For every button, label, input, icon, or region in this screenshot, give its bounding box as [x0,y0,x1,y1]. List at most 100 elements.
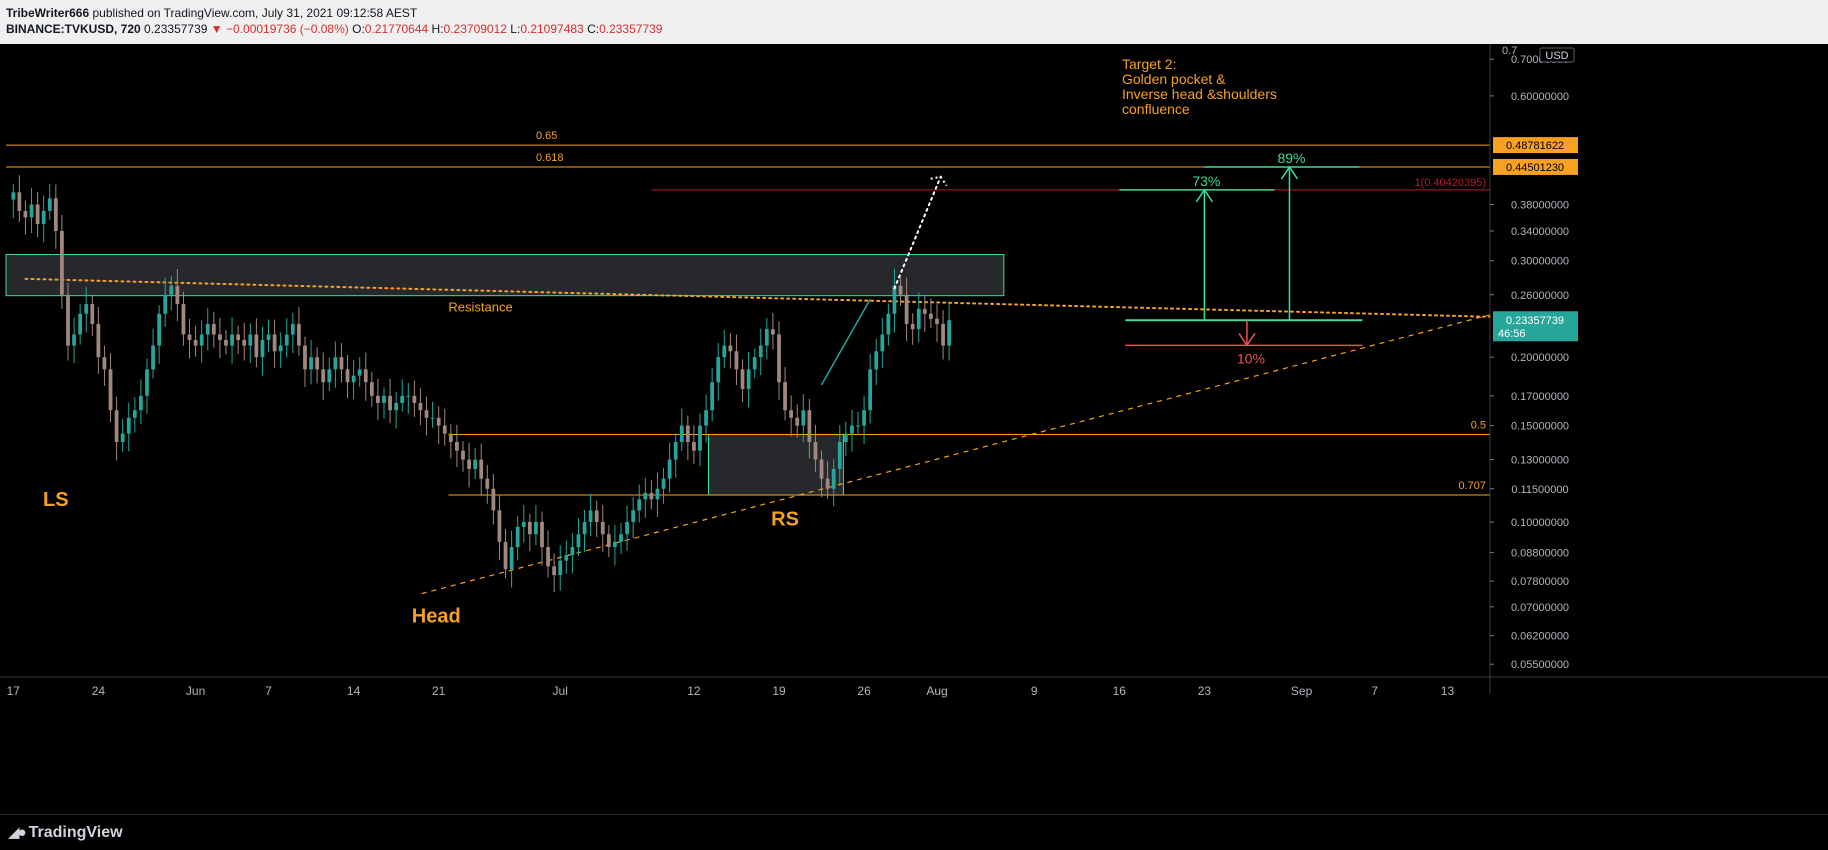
candle-body[interactable] [606,534,611,548]
downtrend-line[interactable] [24,277,1491,318]
candle-body[interactable] [637,499,642,511]
candle-body[interactable] [521,522,526,527]
candle-body[interactable] [315,357,320,370]
candle-body[interactable] [224,339,228,346]
candle-body[interactable] [783,382,787,411]
breakout-line[interactable] [820,299,871,386]
candle-body[interactable] [163,294,168,314]
candle-body[interactable] [60,230,64,295]
projection-arrow[interactable] [893,175,942,290]
candle-body[interactable] [527,522,532,535]
candle-body[interactable] [546,547,550,567]
candle-body[interactable] [442,425,447,434]
candle-body[interactable] [284,334,289,346]
candle-body[interactable] [120,433,125,442]
candle-body[interactable] [509,547,514,570]
candle-body[interactable] [576,534,581,548]
candle-body[interactable] [90,304,95,324]
candle-body[interactable] [406,395,411,397]
candle-body[interactable] [679,425,684,442]
candle-body[interactable] [734,351,739,370]
candle-body[interactable] [710,382,715,411]
candle-body[interactable] [740,369,745,389]
candle-body[interactable] [692,441,696,451]
candle-body[interactable] [345,369,350,383]
candle-body[interactable] [327,369,332,383]
candle-body[interactable] [430,417,435,419]
uptrend-line[interactable] [421,314,1491,595]
candle-body[interactable] [831,468,836,489]
candle-body[interactable] [728,345,733,352]
candle-body[interactable] [807,410,812,442]
candle-body[interactable] [862,410,866,426]
candle-body[interactable] [17,192,22,211]
candle-body[interactable] [418,402,423,411]
candle-body[interactable] [850,425,854,434]
candle-body[interactable] [467,459,471,469]
candle-body[interactable] [856,425,860,427]
candle-body[interactable] [534,522,538,535]
candle-body[interactable] [11,192,16,200]
candle-body[interactable] [795,417,800,426]
candle-body[interactable] [947,320,952,346]
candle-body[interactable] [151,345,155,370]
candle-body[interactable] [570,547,575,556]
candle-body[interactable] [813,441,818,460]
candle-body[interactable] [643,492,648,500]
candle-body[interactable] [698,425,702,451]
candle-body[interactable] [29,204,34,218]
candle-body[interactable] [126,417,131,434]
candle-body[interactable] [922,308,927,314]
candle-body[interactable] [625,522,629,535]
candle-body[interactable] [272,334,277,352]
candle-body[interactable] [868,369,873,411]
candle-body[interactable] [230,334,234,346]
candle-body[interactable] [752,357,757,370]
candle-body[interactable] [236,334,241,340]
candle-body[interactable] [321,369,326,383]
candle-body[interactable] [667,459,672,479]
candle-body[interactable] [716,357,721,383]
candle-body[interactable] [941,323,945,346]
candle-body[interactable] [23,210,28,218]
candle-body[interactable] [685,425,690,442]
candle-body[interactable] [588,510,593,523]
candle-body[interactable] [655,488,660,500]
candle-body[interactable] [303,345,307,370]
candle-body[interactable] [96,323,101,358]
candle-body[interactable] [218,334,222,340]
price-area[interactable]: Resistance 0.65 0.618 0.5 0.707 1(0.40420395)… [5,56,1491,628]
candle-body[interactable] [84,304,89,314]
candle-body[interactable] [661,478,666,489]
candle-body[interactable] [485,478,490,489]
candle-body[interactable] [72,334,76,346]
candle-body[interactable] [35,204,40,225]
candle-body[interactable] [175,285,180,305]
candle-body[interactable] [181,304,186,335]
candle-body[interactable] [777,334,781,383]
candle-body[interactable] [108,369,113,411]
candle-body[interactable] [722,345,727,358]
candle-body[interactable] [892,285,897,314]
candle-body[interactable] [357,369,362,376]
candle-body[interactable] [564,555,569,561]
candle-body[interactable] [363,369,368,383]
candle-body[interactable] [436,417,441,426]
candle-body[interactable] [789,410,794,418]
resistance-zone[interactable] [5,253,1005,297]
candle-body[interactable] [929,313,933,319]
candle-body[interactable] [139,395,143,411]
candle-body[interactable] [898,285,903,295]
candle-body[interactable] [540,522,544,548]
candle-body[interactable] [199,334,204,346]
candle-body[interactable] [266,334,271,340]
candle-body[interactable] [461,450,465,460]
candle-body[interactable] [187,334,192,340]
candle-body[interactable] [473,459,478,469]
candle-body[interactable] [619,534,623,542]
candle-body[interactable] [242,339,247,346]
candle-body[interactable] [382,395,386,403]
candle-body[interactable] [746,369,751,389]
candle-body[interactable] [600,522,605,535]
candle-body[interactable] [491,488,496,511]
